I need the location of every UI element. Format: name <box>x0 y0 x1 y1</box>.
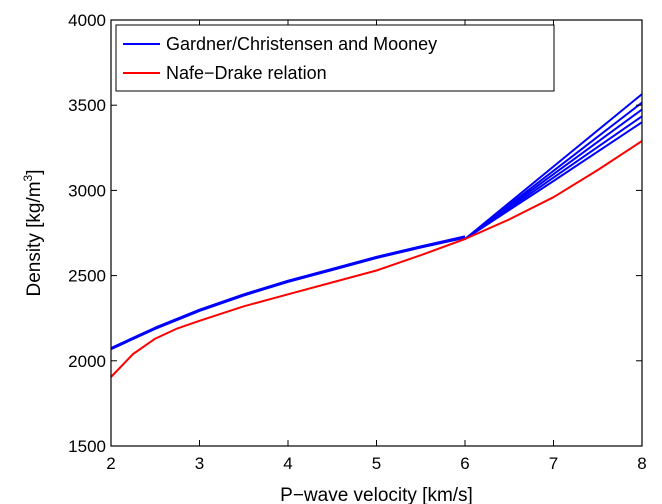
axis-tick-labels: 2 3 4 5 6 7 8 1500 2000 2500 3000 3500 4000 <box>68 11 647 473</box>
series-line-2 <box>464 93 643 240</box>
y-axis-title-text: Density [kg/m <box>24 181 45 296</box>
series-line-0 <box>110 235 466 349</box>
x-tick-label: 8 <box>637 454 646 473</box>
x-axis-title: P−wave velocity [km/s] <box>280 485 473 504</box>
axis-ticks <box>110 19 643 447</box>
y-tick-label: 4000 <box>68 11 106 30</box>
x-tick-label: 6 <box>460 454 469 473</box>
y-tick-label: 3500 <box>68 96 106 115</box>
plot-lines <box>110 93 643 378</box>
x-tick-label: 7 <box>549 454 558 473</box>
legend-box <box>115 24 555 92</box>
x-tick-label: 3 <box>195 454 204 473</box>
y-tick-label: 2500 <box>68 267 106 286</box>
y-tick-label: 2000 <box>68 352 106 371</box>
y-tick-label: 1500 <box>68 437 106 456</box>
series-line-7 <box>110 140 643 378</box>
x-tick-label: 5 <box>372 454 381 473</box>
y-axis-title-suffix: ] <box>24 169 45 174</box>
y-axis-title: Density [kg/m3] <box>21 169 45 296</box>
legend-label-gardner: Gardner/Christensen and Mooney <box>166 34 437 54</box>
legend: Gardner/Christensen and Mooney Nafe−Drak… <box>115 24 555 92</box>
series-line-1 <box>110 236 466 351</box>
x-tick-label: 4 <box>283 454 292 473</box>
y-axis-title-superscript: 3 <box>21 174 35 181</box>
y-tick-label: 3000 <box>68 181 106 200</box>
legend-label-nafe-drake: Nafe−Drake relation <box>166 63 327 83</box>
series-line-6 <box>464 121 643 240</box>
x-tick-label: 2 <box>106 454 115 473</box>
